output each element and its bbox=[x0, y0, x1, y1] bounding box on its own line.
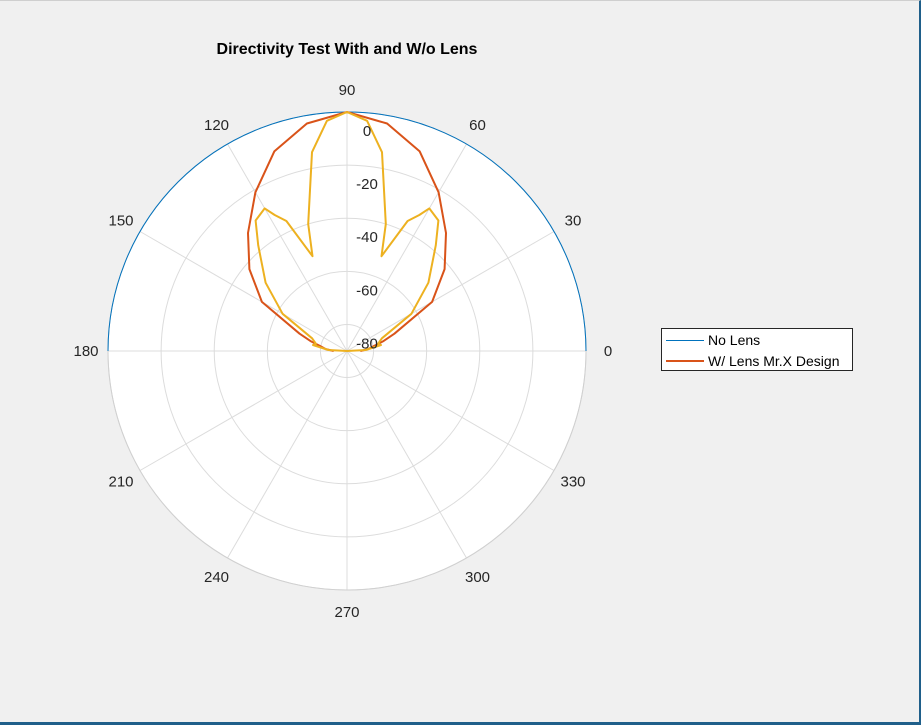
axis-labels: 0 30 60 90 120 150 180 210 240 270 300 330 0 -20 -40 -6… bbox=[73, 82, 612, 621]
theta-tick-label-330: 330 bbox=[560, 474, 585, 491]
theta-tick-label-150: 150 bbox=[108, 213, 133, 230]
r-tick-label--40: -40 bbox=[356, 229, 378, 246]
spoke-210 bbox=[139, 350, 348, 471]
series-group bbox=[107, 111, 587, 352]
legend-label-with-lens: W/ Lens Mr.X Design bbox=[708, 353, 840, 369]
theta-tick-label-300: 300 bbox=[465, 569, 490, 586]
ring--40 bbox=[213, 217, 481, 485]
ring--80 bbox=[319, 323, 375, 379]
theta-tick-label-30: 30 bbox=[565, 213, 582, 230]
legend-line-no-lens bbox=[666, 340, 704, 341]
r-tick-label--60: -60 bbox=[356, 282, 378, 299]
legend-label-no-lens: No Lens bbox=[708, 332, 761, 348]
spoke-30 bbox=[346, 231, 555, 352]
r-tick-label--20: -20 bbox=[356, 176, 378, 193]
legend-line-with-lens bbox=[666, 360, 704, 362]
chart-title: Directivity Test With and W/o Lens bbox=[217, 41, 478, 58]
spoke-300 bbox=[346, 350, 467, 559]
spoke-150 bbox=[139, 231, 348, 352]
spoke-120 bbox=[227, 143, 348, 352]
series-line-2 bbox=[254, 111, 440, 352]
theta-tick-label-90: 90 bbox=[339, 82, 356, 99]
r-tick-label--80: -80 bbox=[356, 335, 378, 352]
r-tick-label-0: 0 bbox=[363, 123, 371, 140]
spoke-240 bbox=[227, 350, 348, 559]
theta-tick-label-0: 0 bbox=[604, 343, 612, 360]
legend-entry-with-lens: W/ Lens Mr.X Design bbox=[662, 351, 852, 371]
ring--60 bbox=[266, 270, 428, 432]
ring--20 bbox=[160, 164, 534, 538]
theta-tick-label-120: 120 bbox=[204, 117, 229, 134]
theta-tick-label-60: 60 bbox=[469, 117, 486, 134]
spoke-60 bbox=[346, 143, 467, 352]
legend-entry-no-lens: No Lens bbox=[662, 330, 852, 350]
theta-tick-label-210: 210 bbox=[108, 474, 133, 491]
theta-tick-label-270: 270 bbox=[334, 604, 359, 621]
theta-tick-label-180: 180 bbox=[73, 343, 98, 360]
spoke-330 bbox=[346, 350, 555, 471]
theta-tick-label-240: 240 bbox=[204, 569, 229, 586]
legend[interactable]: No Lens W/ Lens Mr.X Design bbox=[661, 328, 853, 371]
